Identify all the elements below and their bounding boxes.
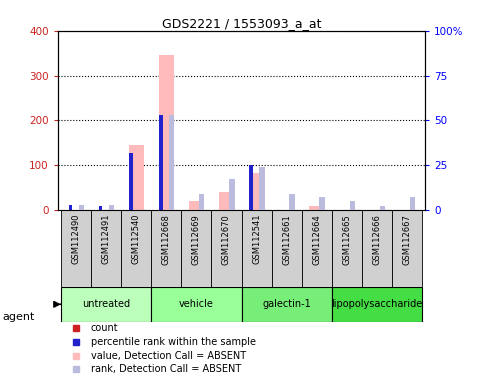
Bar (319, 197, 325, 210)
Bar (350, 201, 355, 210)
Text: lipopolysaccharide: lipopolysaccharide (331, 299, 423, 310)
Text: agent: agent (2, 312, 35, 322)
Title: GDS2221 / 1553093_a_at: GDS2221 / 1553093_a_at (162, 17, 321, 30)
Bar (249, 165, 253, 210)
Bar (212, 210, 242, 287)
Bar (332, 210, 362, 287)
Bar (151, 210, 181, 287)
Text: GSM112491: GSM112491 (101, 214, 111, 264)
Bar (229, 179, 235, 210)
Text: GSM112665: GSM112665 (342, 214, 351, 265)
Bar (159, 115, 163, 210)
Text: GSM112541: GSM112541 (252, 214, 261, 264)
Bar (169, 115, 174, 210)
Bar (302, 210, 332, 287)
Bar (91, 210, 121, 287)
Text: GSM112490: GSM112490 (71, 214, 81, 264)
Bar (129, 152, 132, 210)
Bar (69, 205, 72, 210)
Bar (79, 205, 84, 210)
Bar (332, 287, 422, 322)
Text: GSM112667: GSM112667 (402, 214, 412, 265)
Bar (99, 206, 102, 210)
Bar (61, 287, 151, 322)
Bar (362, 210, 392, 287)
Bar (121, 210, 151, 287)
Text: GSM112669: GSM112669 (192, 214, 201, 265)
Text: untreated: untreated (82, 299, 130, 310)
Text: percentile rank within the sample: percentile rank within the sample (91, 337, 256, 347)
Bar (242, 287, 332, 322)
Bar (259, 167, 265, 210)
Text: GSM112661: GSM112661 (282, 214, 291, 265)
Text: GSM112668: GSM112668 (162, 214, 171, 265)
Bar (128, 145, 144, 210)
Bar (392, 210, 422, 287)
Bar (271, 210, 302, 287)
Bar (249, 173, 264, 210)
Bar (380, 206, 385, 210)
Text: value, Detection Call = ABSENT: value, Detection Call = ABSENT (91, 351, 246, 361)
Text: vehicle: vehicle (179, 299, 214, 310)
Bar (159, 55, 174, 210)
Bar (219, 192, 234, 210)
Text: GSM112540: GSM112540 (132, 214, 141, 264)
Text: galectin-1: galectin-1 (262, 299, 311, 310)
Bar (410, 197, 415, 210)
Text: count: count (91, 323, 119, 333)
Bar (289, 194, 295, 210)
Text: rank, Detection Call = ABSENT: rank, Detection Call = ABSENT (91, 364, 241, 374)
Bar (151, 287, 242, 322)
Bar (109, 205, 114, 210)
Bar (181, 210, 212, 287)
Text: GSM112664: GSM112664 (312, 214, 321, 265)
Text: GSM112666: GSM112666 (372, 214, 382, 265)
Bar (309, 206, 324, 210)
Bar (61, 210, 91, 287)
Bar (242, 210, 271, 287)
Text: GSM112670: GSM112670 (222, 214, 231, 265)
Bar (199, 194, 204, 210)
Bar (189, 201, 204, 210)
